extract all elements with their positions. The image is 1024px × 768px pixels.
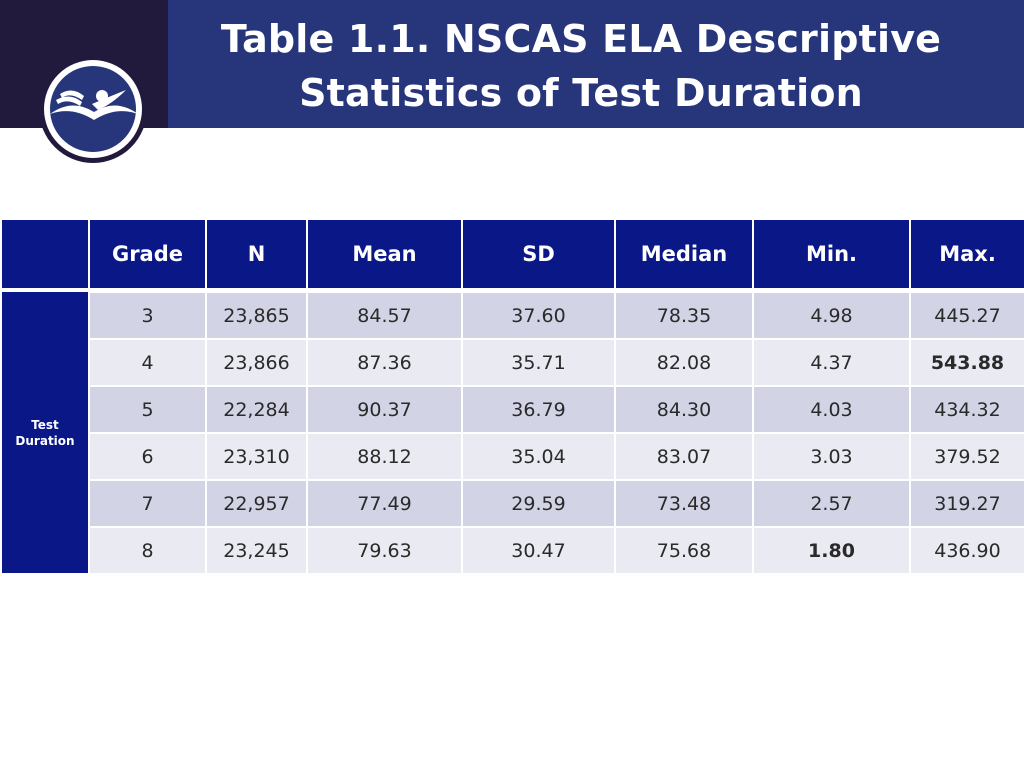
column-header-min: Min. bbox=[752, 220, 910, 288]
max-cell: 379.52 bbox=[909, 432, 1024, 480]
min-cell: 2.57 bbox=[752, 479, 910, 527]
grade-cell: 6 bbox=[88, 432, 206, 480]
table-row: Test Duration 3 23,865 84.57 37.60 78.35… bbox=[2, 291, 1024, 573]
column-header-mean: Mean bbox=[306, 220, 462, 288]
n-cell: 23,866 bbox=[205, 338, 307, 386]
mean-cell: 79.63 bbox=[306, 526, 462, 573]
table-row: 5 22,284 90.37 36.79 84.30 4.03 434.32 bbox=[2, 385, 1024, 433]
row-header-test-duration: Test Duration bbox=[2, 292, 89, 573]
row-header-line-2: Duration bbox=[15, 433, 75, 448]
column-header-median: Median bbox=[614, 220, 753, 288]
table-row: 4 23,866 87.36 35.71 82.08 4.37 543.88 bbox=[2, 338, 1024, 386]
max-cell: 434.32 bbox=[909, 385, 1024, 433]
title-line-2: Statistics of Test Duration bbox=[299, 71, 863, 115]
grade-cell: 7 bbox=[88, 479, 206, 527]
max-cell: 445.27 bbox=[909, 291, 1024, 339]
min-cell: 4.98 bbox=[752, 291, 910, 339]
sd-cell: 37.60 bbox=[461, 291, 615, 339]
n-cell: 23,865 bbox=[205, 291, 307, 339]
grade-cell: 3 bbox=[88, 291, 206, 339]
max-cell-highlighted: 543.88 bbox=[909, 338, 1024, 386]
table-row: 6 23,310 88.12 35.04 83.07 3.03 379.52 bbox=[2, 432, 1024, 480]
mean-cell: 77.49 bbox=[306, 479, 462, 527]
min-cell: 4.37 bbox=[752, 338, 910, 386]
column-header-grade: Grade bbox=[88, 220, 206, 288]
min-cell: 3.03 bbox=[752, 432, 910, 480]
book-bird-emblem-icon bbox=[39, 55, 147, 163]
sd-cell: 35.04 bbox=[461, 432, 615, 480]
sd-cell: 30.47 bbox=[461, 526, 615, 573]
grade-cell: 8 bbox=[88, 526, 206, 573]
grade-cell: 5 bbox=[88, 385, 206, 433]
sd-cell: 29.59 bbox=[461, 479, 615, 527]
title-line-1: Table 1.1. NSCAS ELA Descriptive bbox=[220, 17, 942, 61]
n-cell: 22,957 bbox=[205, 479, 307, 527]
n-cell: 23,310 bbox=[205, 432, 307, 480]
column-header-max: Max. bbox=[909, 220, 1024, 288]
descriptive-statistics-table: Grade N Mean SD Median Min. Max. Test Du… bbox=[2, 220, 1024, 573]
mean-cell: 88.12 bbox=[306, 432, 462, 480]
column-header-sd: SD bbox=[461, 220, 615, 288]
page-title: Table 1.1. NSCAS ELA Descriptive Statist… bbox=[168, 12, 994, 120]
median-cell: 82.08 bbox=[614, 338, 753, 386]
table-row: 8 23,245 79.63 30.47 75.68 1.80 436.90 bbox=[2, 526, 1024, 573]
median-cell: 75.68 bbox=[614, 526, 753, 573]
median-cell: 83.07 bbox=[614, 432, 753, 480]
title-banner bbox=[0, 0, 1024, 128]
mean-cell: 84.57 bbox=[306, 291, 462, 339]
median-cell: 73.48 bbox=[614, 479, 753, 527]
n-cell: 23,245 bbox=[205, 526, 307, 573]
row-header-line-1: Test bbox=[31, 417, 59, 432]
sd-cell: 35.71 bbox=[461, 338, 615, 386]
sd-cell: 36.79 bbox=[461, 385, 615, 433]
table-row: 7 22,957 77.49 29.59 73.48 2.57 319.27 bbox=[2, 479, 1024, 527]
n-cell: 22,284 bbox=[205, 385, 307, 433]
median-cell: 84.30 bbox=[614, 385, 753, 433]
header-divider bbox=[2, 288, 1024, 292]
corner-header-cell bbox=[2, 220, 89, 288]
mean-cell: 90.37 bbox=[306, 385, 462, 433]
max-cell: 436.90 bbox=[909, 526, 1024, 573]
median-cell: 78.35 bbox=[614, 291, 753, 339]
column-header-n: N bbox=[205, 220, 307, 288]
mean-cell: 87.36 bbox=[306, 338, 462, 386]
min-cell-highlighted: 1.80 bbox=[752, 526, 910, 573]
grade-cell: 4 bbox=[88, 338, 206, 386]
max-cell: 319.27 bbox=[909, 479, 1024, 527]
table-header-row: Grade N Mean SD Median Min. Max. bbox=[2, 220, 1024, 288]
min-cell: 4.03 bbox=[752, 385, 910, 433]
